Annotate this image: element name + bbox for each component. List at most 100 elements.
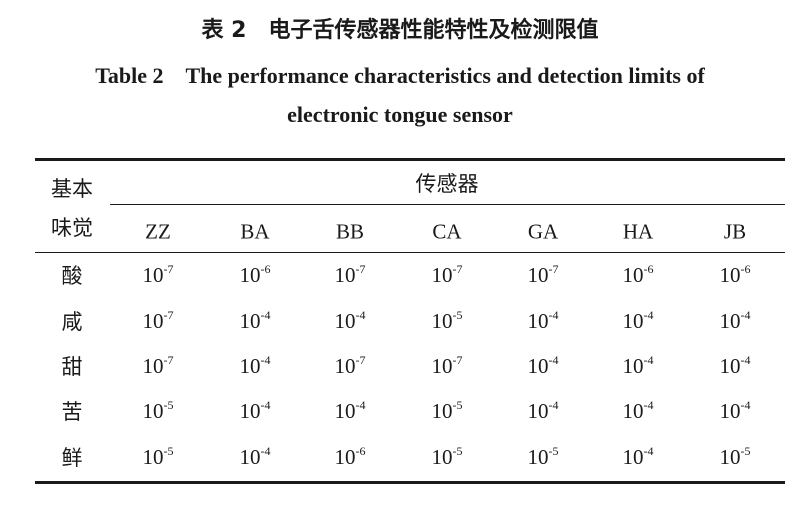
cell-exponent: -4 [355,308,366,322]
table-cell: 10-4 [720,398,751,424]
column-header: HA [622,219,654,244]
table-cell: 10-5 [432,308,463,334]
title-chinese: 表 2 电子舌传感器性能特性及检测限值 [201,18,599,43]
cell-base: 10 [622,399,644,423]
table-cell: 10-4 [528,398,559,424]
row-header: 味觉 [51,216,93,240]
table-cell: 10-4 [528,308,559,334]
cell-exponent: -6 [740,262,751,276]
cell-base: 10 [527,309,549,333]
table-cell: 10-4 [240,398,271,424]
cell-base: 10 [622,263,644,287]
cell-exponent: -4 [260,308,271,322]
table-cell: 10-7 [143,308,174,334]
table-cell: 10-6 [720,262,751,288]
table-cell: 10-6 [335,444,366,470]
cell-exponent: -7 [452,262,463,276]
cell-base: 10 [334,354,356,378]
cell-exponent: -4 [355,398,366,412]
table-cell: 10-4 [240,308,271,334]
cell-base: 10 [527,263,549,287]
cell-base: 10 [239,309,261,333]
cell-exponent: -4 [740,398,751,412]
table-cell: 10-4 [623,308,654,334]
cell-base: 10 [142,263,164,287]
cell-exponent: -6 [260,262,271,276]
cell-exponent: -4 [740,308,751,322]
cell-exponent: -7 [452,353,463,367]
table-cell: 10-4 [623,353,654,379]
title-english-line: electronic tongue sensor [287,102,513,127]
cell-exponent: -5 [740,444,751,458]
column-header: JB [723,219,747,244]
column-header: ZZ [145,219,171,244]
cell-base: 10 [431,354,453,378]
cell-base: 10 [719,445,741,469]
cell-exponent: -5 [163,398,174,412]
cell-base: 10 [431,309,453,333]
cell-base: 10 [719,309,741,333]
cell-base: 10 [527,354,549,378]
column-header: GA [527,219,559,244]
table-cell: 10-5 [720,444,751,470]
table-cell: 10-4 [335,398,366,424]
cell-exponent: -5 [452,444,463,458]
column-header: CA [432,219,462,244]
table-cell: 10-7 [335,353,366,379]
cell-exponent: -7 [548,262,559,276]
cell-exponent: -4 [643,398,654,412]
cell-base: 10 [142,445,164,469]
row-label: 苦 [61,400,83,424]
cell-exponent: -5 [452,308,463,322]
table-cell: 10-4 [240,444,271,470]
cell-exponent: -7 [355,353,366,367]
cell-exponent: -4 [740,353,751,367]
cell-exponent: -4 [548,398,559,412]
column-header: BA [240,219,270,244]
group-rule [110,204,785,205]
cell-exponent: -4 [643,444,654,458]
table-cell: 10-5 [528,444,559,470]
row-label: 咸 [61,310,83,334]
table-cell: 10-4 [720,353,751,379]
cell-exponent: -5 [163,444,174,458]
cell-exponent: -7 [163,353,174,367]
table-cell: 10-7 [143,262,174,288]
table-cell: 10-7 [143,353,174,379]
table-cell: 10-7 [432,353,463,379]
table-cell: 10-4 [623,444,654,470]
table-cell: 10-5 [432,398,463,424]
cell-base: 10 [239,354,261,378]
table-cell: 10-6 [623,262,654,288]
cell-base: 10 [431,399,453,423]
cell-exponent: -6 [643,262,654,276]
cell-base: 10 [334,263,356,287]
cell-exponent: -4 [260,398,271,412]
table-cell: 10-4 [528,353,559,379]
cell-base: 10 [622,309,644,333]
column-header: BB [335,219,365,244]
table-cell: 10-5 [143,444,174,470]
cell-exponent: -4 [260,444,271,458]
row-header: 基本 [51,177,93,201]
row-label: 鲜 [61,446,83,470]
cell-exponent: -4 [260,353,271,367]
cell-exponent: -4 [548,308,559,322]
cell-exponent: -5 [452,398,463,412]
title-english-line: Table 2 The performance characteristics … [95,63,705,88]
table-cell: 10-6 [240,262,271,288]
table-cell: 10-5 [432,444,463,470]
bottom-rule [35,481,785,484]
top-rule [35,158,785,161]
cell-base: 10 [142,354,164,378]
cell-exponent: -5 [548,444,559,458]
table-cell: 10-4 [623,398,654,424]
cell-base: 10 [334,399,356,423]
table-cell: 10-4 [335,308,366,334]
cell-exponent: -4 [643,353,654,367]
cell-base: 10 [622,354,644,378]
cell-base: 10 [334,309,356,333]
cell-base: 10 [334,445,356,469]
group-header: 传感器 [415,172,479,196]
